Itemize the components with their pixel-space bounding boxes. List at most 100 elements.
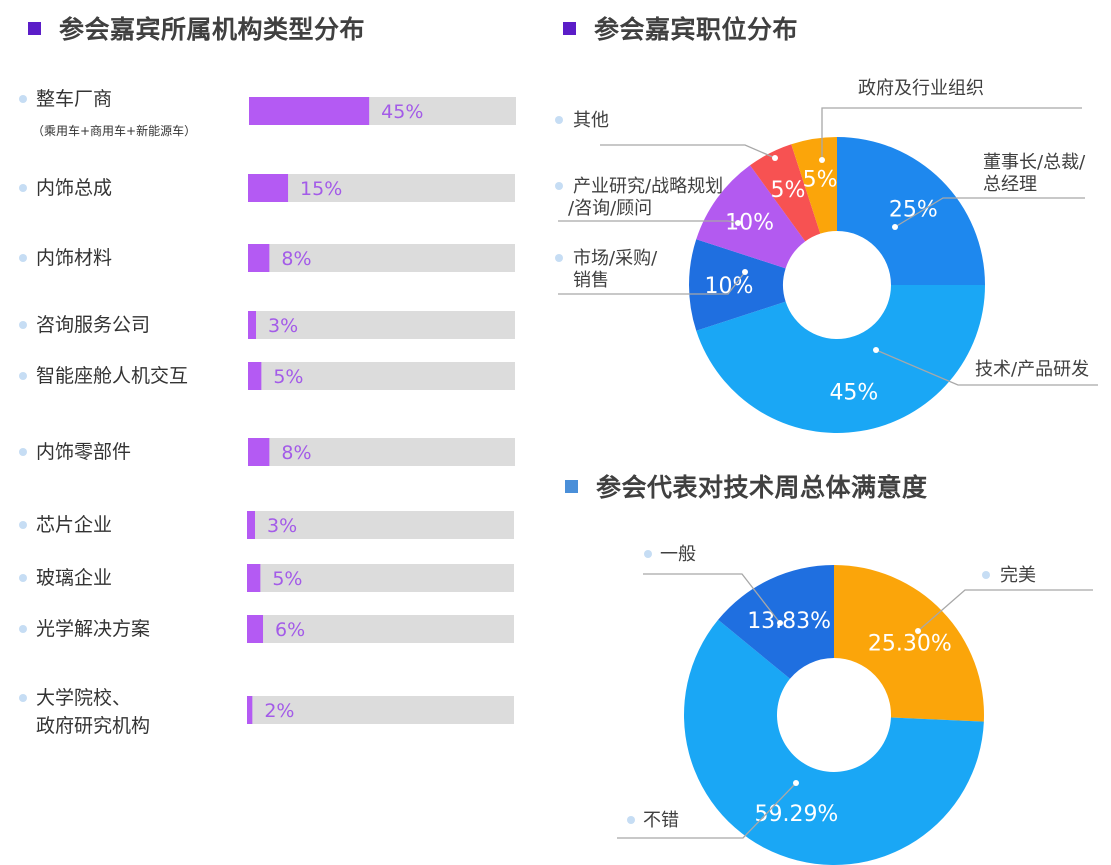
bar-track <box>247 696 514 724</box>
bar-row: 5% 智能座舱人机交互 <box>19 362 515 390</box>
slice-category-label: 市场/采购/ <box>573 248 658 269</box>
bar-value-label: 8% <box>281 442 311 464</box>
slice-value-label: 59.29% <box>754 802 838 827</box>
bar-track <box>248 311 515 339</box>
slice-category-label: 政府及行业组织 <box>858 78 984 99</box>
category-label: （乘用车+商用车+新能源车） <box>32 123 196 138</box>
bar <box>247 615 264 643</box>
donut-slice <box>837 137 985 285</box>
donut-slice <box>834 565 984 722</box>
slice-category-label: 总经理 <box>983 174 1037 195</box>
bar-value-label: 15% <box>300 178 342 200</box>
org-types-title-text: 参会嘉宾所属机构类型分布 <box>59 15 366 44</box>
category-label: 玻璃企业 <box>36 567 112 589</box>
category-label: 智能座舱人机交互 <box>36 365 188 387</box>
donut-slice <box>696 165 806 269</box>
bar-value-label: 3% <box>268 315 298 337</box>
bar-value-label: 5% <box>272 568 302 590</box>
bar <box>248 244 270 272</box>
org-types-bar-chart: 45% 整车厂商 （乘用车+商用车+新能源车） 15% 内饰总成 8% 内饰材料 3% 咨询服务… <box>19 88 516 737</box>
bar <box>247 564 261 592</box>
bar-value-label: 2% <box>264 700 294 722</box>
bar <box>248 438 270 466</box>
leader-endpoint <box>892 224 898 230</box>
slice-category-label: 一般 <box>660 544 696 565</box>
bullet-dot-icon <box>555 182 563 190</box>
title-square-icon <box>563 21 576 35</box>
slice-value-label: 5% <box>803 167 838 192</box>
slice-value-label: 10% <box>725 211 774 236</box>
bar-value-label: 5% <box>273 366 303 388</box>
satisfaction-title: 参会代表对技术周总体满意度 <box>565 468 928 504</box>
bar-track <box>248 438 515 466</box>
leader-line <box>894 197 1085 228</box>
leader-line <box>875 349 1098 386</box>
bar-track <box>247 564 514 592</box>
category-label: 政府研究机构 <box>36 715 150 737</box>
bar <box>249 97 370 125</box>
bar-row: 8% 内饰零部件 <box>19 438 515 466</box>
title-square-icon <box>28 21 41 35</box>
leader-endpoint <box>915 628 921 634</box>
slice-value-label: 25.30% <box>868 631 952 656</box>
donut-slice <box>750 144 821 242</box>
slice-category-label: 技术/产品研发 <box>975 359 1089 380</box>
category-label: 咨询服务公司 <box>36 314 150 336</box>
donut-slice <box>696 285 985 433</box>
bar-track <box>247 511 514 539</box>
bar-row: 3% 芯片企业 <box>19 511 514 539</box>
slice-value-label: 45% <box>829 381 878 406</box>
leader-endpoint <box>819 157 825 163</box>
bullet-dot-icon <box>19 625 27 633</box>
bar-row: 8% 内饰材料 <box>19 244 515 272</box>
slice-category-label: 产业研究/战略规划 <box>573 176 723 197</box>
slice-value-label: 10% <box>705 274 754 299</box>
bar-value-label: 6% <box>275 619 305 641</box>
category-label: 内饰材料 <box>36 247 112 269</box>
donut-slice <box>689 239 786 331</box>
bullet-dot-icon <box>627 816 635 824</box>
bar <box>247 511 256 539</box>
slice-value-label: 25% <box>889 198 938 223</box>
slice-value-label: 5% <box>771 178 806 203</box>
slice-category-label: 销售 <box>573 270 609 291</box>
leader-endpoint <box>772 155 778 161</box>
bar <box>248 362 262 390</box>
slice-category-label: 其他 <box>573 110 609 131</box>
bar-row: 2% 大学院校、政府研究机构 <box>19 687 514 737</box>
bullet-dot-icon <box>555 254 563 262</box>
donut-slice <box>718 565 834 679</box>
category-label: 整车厂商 <box>36 88 112 110</box>
category-label: 大学院校、 <box>36 687 131 709</box>
slice-category-label: 董事长/总裁/ <box>983 152 1086 173</box>
bullet-dot-icon <box>19 448 27 456</box>
slice-category-label: /咨询/顾问 <box>568 198 652 219</box>
bar-row: 5% 玻璃企业 <box>19 564 514 592</box>
bar-track <box>248 244 515 272</box>
bullet-dot-icon <box>19 372 27 380</box>
bar <box>248 311 257 339</box>
slice-value-label: 13.83% <box>747 609 831 634</box>
bar-row: 15% 内饰总成 <box>19 174 515 202</box>
leader-line <box>643 573 781 624</box>
slice-category-label: 完美 <box>1000 565 1036 586</box>
bar-row: 3% 咨询服务公司 <box>19 311 515 339</box>
bar <box>248 174 289 202</box>
category-label: 光学解决方案 <box>36 618 150 640</box>
leader-endpoint <box>742 269 748 275</box>
bullet-dot-icon <box>19 521 27 529</box>
donut-slice <box>684 619 984 865</box>
leader-endpoint <box>793 780 799 786</box>
leader-endpoint <box>777 620 783 626</box>
slice-category-label: 不错 <box>643 810 679 831</box>
bar-row: 45% 整车厂商 （乘用车+商用车+新能源车） <box>19 88 516 138</box>
satisfaction-title-text: 参会代表对技术周总体满意度 <box>596 473 928 502</box>
leader-line <box>558 220 739 224</box>
leader-endpoint <box>873 347 879 353</box>
bullet-dot-icon <box>982 571 990 579</box>
bullet-dot-icon <box>19 184 27 192</box>
bar-row: 6% 光学解决方案 <box>19 615 514 643</box>
title-square-icon <box>565 479 578 493</box>
positions-title-text: 参会嘉宾职位分布 <box>594 15 799 44</box>
bar-track <box>248 362 515 390</box>
